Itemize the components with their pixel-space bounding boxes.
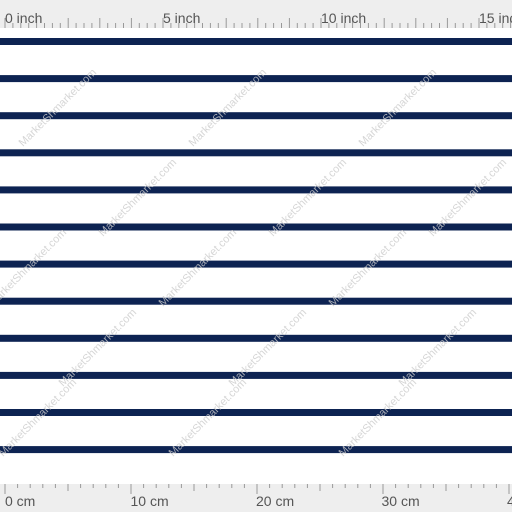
- stripe: [0, 149, 512, 157]
- ruler-label: 0 cm: [5, 493, 35, 509]
- stripe: [0, 446, 512, 454]
- ruler-label: 0 inch: [5, 10, 42, 26]
- stripe: [0, 297, 512, 305]
- ruler-ticks: [4, 18, 512, 494]
- ruler-label: 30 cm: [382, 493, 420, 509]
- stripe: [0, 112, 512, 120]
- ruler-label: 10 inch: [321, 10, 366, 26]
- stripe: [0, 186, 512, 194]
- stripe: [0, 409, 512, 416]
- stripe: [0, 223, 512, 231]
- top-ruler: [0, 0, 512, 28]
- ruler-label: 10 cm: [131, 493, 169, 509]
- stripes: [0, 38, 512, 454]
- ruler-label: 5 inch: [163, 10, 200, 26]
- stripe: [0, 38, 512, 45]
- ruler-label: 15 inch: [479, 10, 512, 26]
- stripe: [0, 260, 512, 268]
- ruler-label: 20 cm: [256, 493, 294, 509]
- stripe: [0, 334, 512, 342]
- stripe: [0, 371, 512, 379]
- ruler-label: 40 cm: [507, 493, 512, 509]
- stripe: [0, 75, 512, 83]
- bottom-ruler: [0, 484, 512, 512]
